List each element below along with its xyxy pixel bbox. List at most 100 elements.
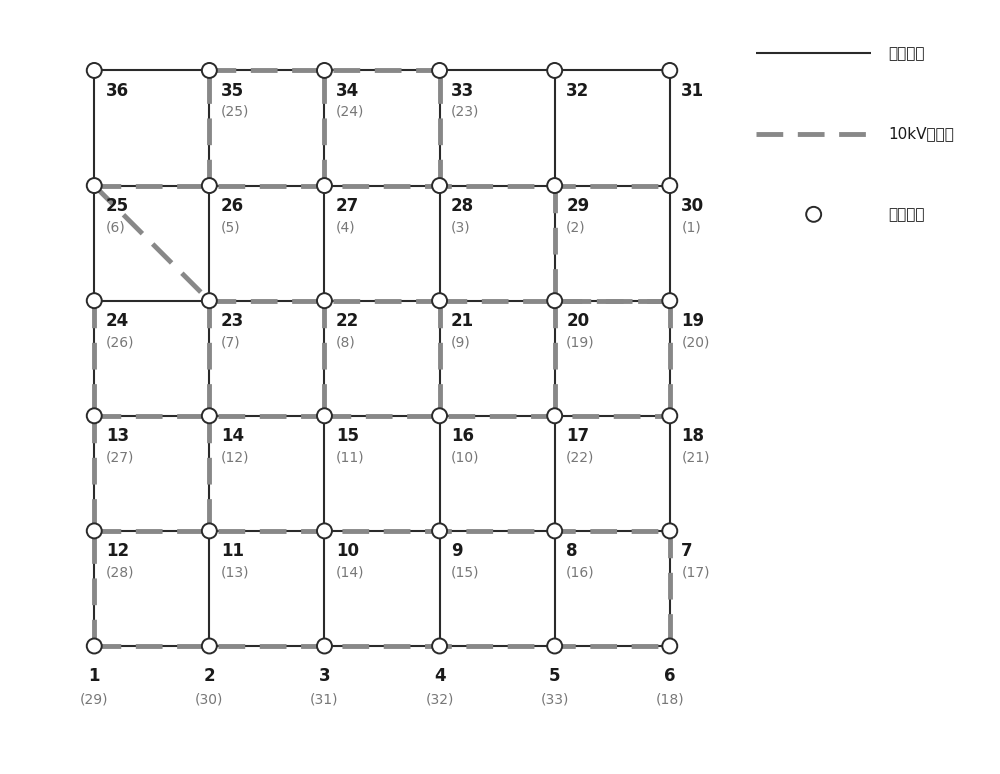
Text: 18: 18 xyxy=(681,427,704,445)
Text: 21: 21 xyxy=(451,312,474,330)
Text: (1): (1) xyxy=(681,220,701,234)
Text: 22: 22 xyxy=(336,312,359,330)
Circle shape xyxy=(432,293,447,308)
Text: 26: 26 xyxy=(221,197,244,215)
Text: 31: 31 xyxy=(681,82,704,100)
Circle shape xyxy=(87,523,102,539)
Text: 3: 3 xyxy=(319,666,330,685)
Text: 34: 34 xyxy=(336,82,359,100)
Circle shape xyxy=(662,63,677,78)
Text: (6): (6) xyxy=(106,220,126,234)
Text: 13: 13 xyxy=(106,427,129,445)
Text: (7): (7) xyxy=(221,335,240,349)
Circle shape xyxy=(547,639,562,653)
Text: 36: 36 xyxy=(106,82,129,100)
Text: (12): (12) xyxy=(221,450,249,464)
Text: 15: 15 xyxy=(336,427,359,445)
Circle shape xyxy=(547,409,562,423)
Text: 路网节点: 路网节点 xyxy=(888,207,925,222)
Text: (22): (22) xyxy=(566,450,595,464)
Text: (31): (31) xyxy=(310,692,339,706)
Text: (19): (19) xyxy=(566,335,595,349)
Circle shape xyxy=(317,178,332,193)
Circle shape xyxy=(662,178,677,193)
Circle shape xyxy=(547,293,562,308)
Circle shape xyxy=(547,523,562,539)
Text: (30): (30) xyxy=(195,692,224,706)
Circle shape xyxy=(547,178,562,193)
Text: (29): (29) xyxy=(80,692,108,706)
Circle shape xyxy=(87,639,102,653)
Text: 27: 27 xyxy=(336,197,359,215)
Text: 24: 24 xyxy=(106,312,129,330)
Circle shape xyxy=(317,63,332,78)
Text: (28): (28) xyxy=(106,566,134,580)
Text: 28: 28 xyxy=(451,197,474,215)
Text: 8: 8 xyxy=(566,543,578,560)
Text: 1: 1 xyxy=(88,666,100,685)
Circle shape xyxy=(547,63,562,78)
Text: 30: 30 xyxy=(681,197,704,215)
Circle shape xyxy=(432,178,447,193)
Circle shape xyxy=(87,293,102,308)
Text: (21): (21) xyxy=(681,450,710,464)
Circle shape xyxy=(317,639,332,653)
Text: (2): (2) xyxy=(566,220,586,234)
Text: (5): (5) xyxy=(221,220,240,234)
Text: (33): (33) xyxy=(540,692,569,706)
Circle shape xyxy=(87,63,102,78)
Circle shape xyxy=(202,523,217,539)
Text: (27): (27) xyxy=(106,450,134,464)
Text: (26): (26) xyxy=(106,335,134,349)
Text: 7: 7 xyxy=(681,543,693,560)
Circle shape xyxy=(202,63,217,78)
Text: (15): (15) xyxy=(451,566,480,580)
Circle shape xyxy=(202,178,217,193)
Text: 4: 4 xyxy=(434,666,445,685)
Circle shape xyxy=(662,409,677,423)
Text: 6: 6 xyxy=(664,666,676,685)
Circle shape xyxy=(202,409,217,423)
Circle shape xyxy=(662,639,677,653)
Circle shape xyxy=(202,639,217,653)
Text: 交通路网: 交通路网 xyxy=(888,46,925,60)
Text: 9: 9 xyxy=(451,543,463,560)
Text: 33: 33 xyxy=(451,82,474,100)
Text: (23): (23) xyxy=(451,105,479,119)
Text: (9): (9) xyxy=(451,335,471,349)
Circle shape xyxy=(432,523,447,539)
Circle shape xyxy=(806,207,821,222)
Text: (16): (16) xyxy=(566,566,595,580)
Text: 19: 19 xyxy=(681,312,704,330)
Circle shape xyxy=(202,293,217,308)
Text: 35: 35 xyxy=(221,82,244,100)
Circle shape xyxy=(87,178,102,193)
Text: (13): (13) xyxy=(221,566,249,580)
Circle shape xyxy=(432,639,447,653)
Text: (10): (10) xyxy=(451,450,480,464)
Text: 10: 10 xyxy=(336,543,359,560)
Text: (3): (3) xyxy=(451,220,471,234)
Text: 11: 11 xyxy=(221,543,244,560)
Text: (4): (4) xyxy=(336,220,356,234)
Text: (8): (8) xyxy=(336,335,356,349)
Circle shape xyxy=(432,63,447,78)
Text: 32: 32 xyxy=(566,82,589,100)
Text: 20: 20 xyxy=(566,312,589,330)
Text: 17: 17 xyxy=(566,427,589,445)
Text: 5: 5 xyxy=(549,666,560,685)
Text: 16: 16 xyxy=(451,427,474,445)
Text: (11): (11) xyxy=(336,450,365,464)
Text: (18): (18) xyxy=(655,692,684,706)
Circle shape xyxy=(87,409,102,423)
Circle shape xyxy=(432,409,447,423)
Circle shape xyxy=(317,293,332,308)
Text: 12: 12 xyxy=(106,543,129,560)
Text: (14): (14) xyxy=(336,566,364,580)
Text: 29: 29 xyxy=(566,197,589,215)
Text: 14: 14 xyxy=(221,427,244,445)
Text: (32): (32) xyxy=(425,692,454,706)
Circle shape xyxy=(662,293,677,308)
Text: (20): (20) xyxy=(681,335,710,349)
Text: 23: 23 xyxy=(221,312,244,330)
